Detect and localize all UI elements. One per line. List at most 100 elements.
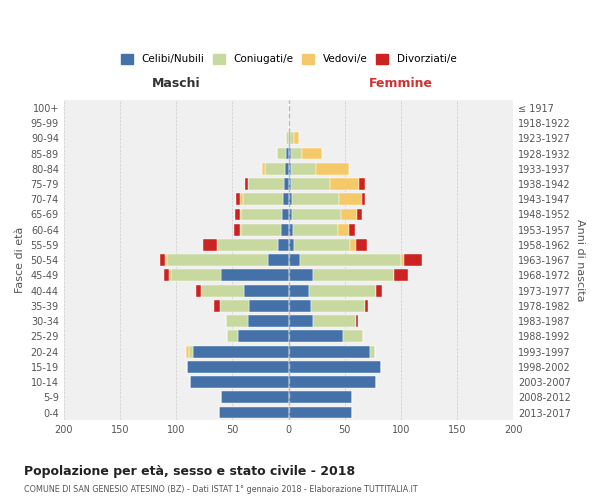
Y-axis label: Anni di nascita: Anni di nascita: [575, 219, 585, 302]
Bar: [193, 346, 289, 358]
Bar: [238, 330, 289, 342]
Bar: [281, 224, 289, 235]
Bar: [160, 254, 165, 266]
Bar: [201, 284, 244, 296]
Bar: [165, 254, 167, 266]
Bar: [241, 224, 281, 235]
Bar: [187, 346, 188, 358]
Bar: [244, 284, 289, 296]
Bar: [289, 300, 311, 312]
Bar: [289, 361, 381, 373]
Bar: [265, 163, 285, 174]
Bar: [356, 315, 358, 327]
Bar: [170, 270, 221, 281]
Bar: [289, 208, 292, 220]
Bar: [219, 406, 289, 418]
Bar: [293, 224, 338, 235]
Bar: [294, 132, 299, 144]
Bar: [357, 208, 362, 220]
Legend: Celibi/Nubili, Coniugati/e, Vedovi/e, Divorziati/e: Celibi/Nubili, Coniugati/e, Vedovi/e, Di…: [118, 51, 460, 68]
Bar: [289, 224, 293, 235]
Bar: [169, 270, 170, 281]
Bar: [349, 224, 355, 235]
Bar: [285, 163, 289, 174]
Bar: [240, 208, 241, 220]
Bar: [240, 224, 241, 235]
Bar: [294, 239, 350, 251]
Bar: [245, 178, 248, 190]
Bar: [226, 315, 248, 327]
Bar: [289, 254, 300, 266]
Bar: [291, 178, 330, 190]
Bar: [217, 239, 278, 251]
Bar: [291, 163, 316, 174]
Bar: [187, 361, 289, 373]
Bar: [289, 132, 290, 144]
Bar: [338, 224, 349, 235]
Bar: [376, 284, 382, 296]
Bar: [394, 270, 408, 281]
Bar: [401, 254, 404, 266]
Bar: [289, 239, 294, 251]
Bar: [330, 178, 359, 190]
Text: Maschi: Maschi: [152, 76, 200, 90]
Bar: [292, 208, 341, 220]
Bar: [284, 178, 289, 190]
Bar: [241, 208, 282, 220]
Bar: [190, 376, 289, 388]
Bar: [289, 178, 291, 190]
Bar: [214, 300, 220, 312]
Bar: [350, 239, 356, 251]
Bar: [309, 284, 376, 296]
Bar: [278, 239, 289, 251]
Bar: [300, 254, 401, 266]
Bar: [289, 330, 343, 342]
Bar: [289, 346, 370, 358]
Bar: [341, 208, 357, 220]
Bar: [404, 254, 422, 266]
Bar: [289, 117, 290, 129]
Text: Popolazione per età, sesso e stato civile - 2018: Popolazione per età, sesso e stato civil…: [24, 465, 355, 478]
Text: COMUNE DI SAN GENESIO ATESINO (BZ) - Dati ISTAT 1° gennaio 2018 - Elaborazione T: COMUNE DI SAN GENESIO ATESINO (BZ) - Dat…: [24, 485, 418, 494]
Y-axis label: Fasce di età: Fasce di età: [15, 227, 25, 294]
Bar: [343, 330, 363, 342]
Bar: [289, 163, 291, 174]
Bar: [339, 194, 362, 205]
Bar: [164, 270, 169, 281]
Bar: [313, 270, 394, 281]
Bar: [289, 376, 376, 388]
Bar: [359, 178, 365, 190]
Bar: [365, 300, 368, 312]
Bar: [292, 194, 339, 205]
Bar: [196, 284, 201, 296]
Bar: [291, 148, 302, 160]
Bar: [356, 239, 367, 251]
Bar: [289, 148, 291, 160]
Bar: [311, 300, 365, 312]
Bar: [283, 194, 289, 205]
Bar: [220, 300, 249, 312]
Bar: [240, 194, 242, 205]
Bar: [290, 132, 294, 144]
Bar: [289, 406, 352, 418]
Bar: [248, 315, 289, 327]
Bar: [289, 270, 313, 281]
Bar: [316, 163, 349, 174]
Bar: [221, 392, 289, 403]
Bar: [289, 284, 309, 296]
Bar: [362, 194, 365, 205]
Bar: [227, 330, 238, 342]
Bar: [262, 163, 265, 174]
Bar: [268, 254, 289, 266]
Bar: [221, 270, 289, 281]
Bar: [370, 346, 375, 358]
Bar: [233, 224, 240, 235]
Bar: [282, 208, 289, 220]
Bar: [203, 239, 217, 251]
Bar: [248, 178, 284, 190]
Bar: [286, 132, 289, 144]
Text: Femmine: Femmine: [369, 76, 433, 90]
Bar: [236, 194, 240, 205]
Bar: [242, 194, 283, 205]
Bar: [313, 315, 356, 327]
